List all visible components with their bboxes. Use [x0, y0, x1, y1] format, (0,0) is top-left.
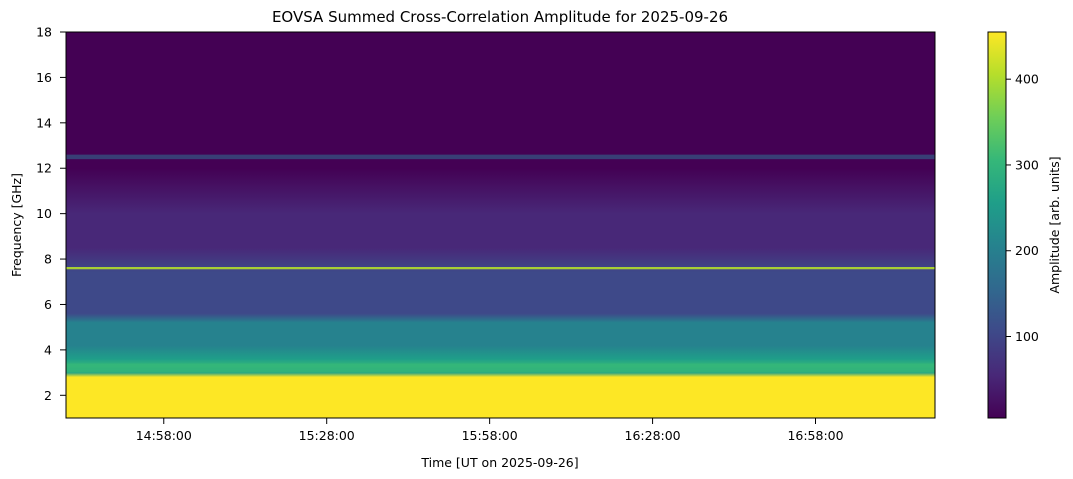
x-tick-label: 15:58:00	[462, 428, 518, 443]
spectrogram-background	[66, 32, 935, 418]
colorbar-ticks: 100 200 300 400	[1006, 72, 1039, 344]
x-axis: 14:58:00 15:28:00 15:58:00 16:28:00 16:58:00	[136, 418, 844, 443]
y-tick-label: 8	[44, 252, 52, 267]
y-tick-label: 2	[44, 388, 52, 403]
y-tick-label: 12	[36, 161, 52, 176]
y-tick-label: 14	[36, 115, 52, 130]
saturated-band	[66, 377, 935, 414]
y-tick-label: 10	[36, 206, 52, 221]
colorbar-tick-label: 200	[1015, 243, 1039, 258]
colorbar-tick-label: 400	[1015, 72, 1039, 87]
colorbar-gradient	[987, 31, 1007, 419]
interference-line	[66, 267, 935, 270]
colorbar-label: Amplitude [arb. units]	[1047, 156, 1062, 293]
spectrogram-features	[66, 154, 935, 414]
colorbar-tick-label: 300	[1015, 157, 1039, 172]
x-tick-label: 15:28:00	[299, 428, 355, 443]
x-axis-label: Time [UT on 2025-09-26]	[420, 455, 578, 470]
y-tick-label: 4	[44, 342, 52, 357]
y-axis-label: Frequency [GHz]	[9, 173, 24, 277]
x-tick-label: 16:58:00	[787, 428, 843, 443]
y-tick-label: 16	[36, 70, 52, 85]
y-axis: 2 4 6 8 10 12 14 16 18	[36, 25, 66, 403]
plot-frame	[65, 31, 936, 419]
chart-title: EOVSA Summed Cross-Correlation Amplitude…	[272, 8, 728, 26]
colorbar: 100 200 300 400 Amplitude [arb. units]	[987, 31, 1062, 419]
y-tick-label: 18	[36, 25, 52, 40]
colorbar-tick-label: 100	[1015, 329, 1039, 344]
x-tick-label: 14:58:00	[136, 428, 192, 443]
faint-band	[66, 154, 935, 160]
x-tick-label: 16:28:00	[625, 428, 681, 443]
bright-band	[66, 363, 935, 373]
plot-area	[66, 32, 935, 418]
y-tick-label: 6	[44, 297, 52, 312]
